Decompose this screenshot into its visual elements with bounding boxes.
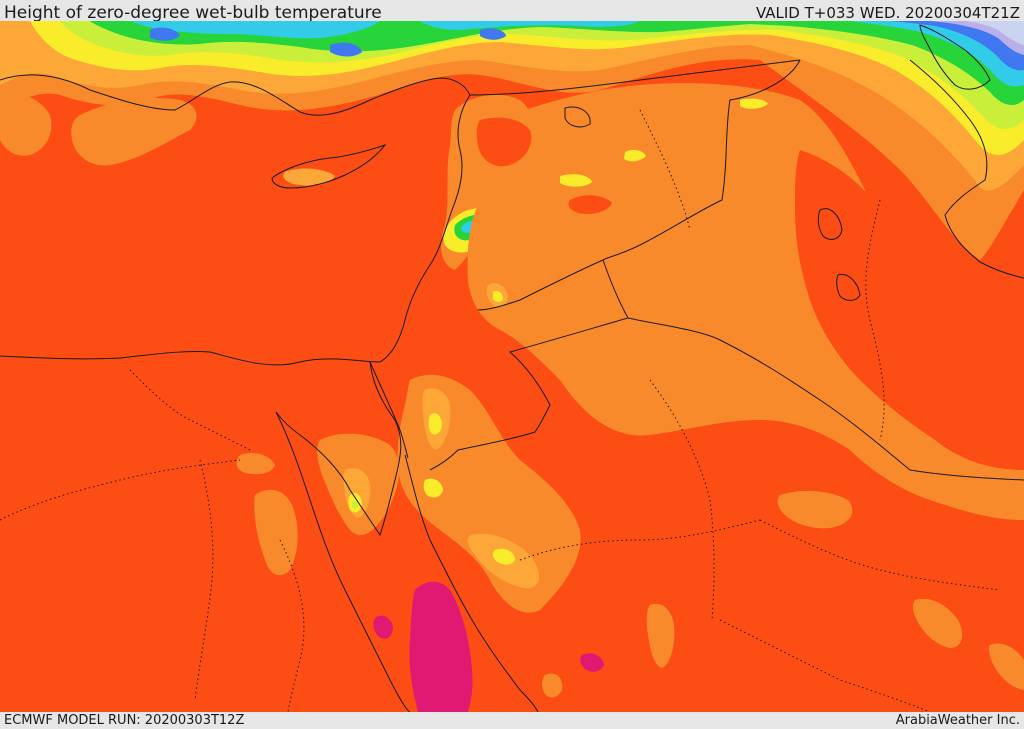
iraq-red-core: [795, 150, 1024, 470]
egypt-orange-a: [236, 453, 275, 475]
band-cyan-north-a: [130, 21, 380, 39]
dotted-j: [279, 539, 305, 712]
yellow-spot-l: [423, 478, 443, 498]
dotted-a: [0, 459, 241, 521]
arabia-orange-b: [542, 673, 563, 698]
dotted-c: [194, 459, 214, 701]
med-orange: [71, 98, 197, 166]
caspian: [919, 24, 991, 90]
lake-1: [817, 208, 843, 240]
dotted-i: [719, 619, 931, 712]
syria-iraq-orange: [467, 83, 1024, 520]
header-bar: Height of zero-degree wet-bulb temperatu…: [0, 0, 1024, 23]
arabia-orange-a: [646, 603, 675, 668]
magenta-areas: [373, 581, 604, 712]
red-sea-magenta: [409, 581, 473, 712]
gulf-of-suez: [275, 361, 411, 712]
east-orange-b: [912, 598, 963, 648]
dotted-e: [649, 379, 715, 621]
coastlines: [0, 24, 1024, 712]
yellow-spot-h: [493, 290, 503, 302]
syria-red-patch-2: [568, 195, 612, 214]
iraq-saudi-border: [627, 317, 1024, 481]
egypt-orange-b: [254, 489, 298, 576]
magenta-spot-b: [580, 653, 604, 672]
interior-orange: [0, 83, 1024, 698]
valid-time: VALID T+033 WED. 20200304T21Z: [755, 4, 1020, 22]
yellow-spot-f: [492, 548, 515, 565]
west-orange: [0, 93, 52, 156]
syria-red-patch: [476, 117, 532, 167]
cyprus: [271, 144, 387, 189]
band-cyan-north-b: [420, 21, 640, 30]
yellow-spot-b: [428, 413, 442, 435]
band-green-north: [90, 21, 1024, 106]
map-title: Height of zero-degree wet-bulb temperatu…: [4, 3, 382, 23]
east-orange-c: [988, 643, 1024, 690]
east-orange-a: [777, 490, 853, 529]
egypt-israel-border: [369, 361, 409, 459]
lake-2: [836, 273, 861, 301]
green-spot-d: [352, 500, 358, 509]
syria-iraq-border: [602, 59, 801, 261]
dotted-f: [759, 519, 1001, 591]
iran-coast: [909, 59, 1024, 279]
north-bands: [0, 21, 1024, 260]
footer-bar: ECMWF MODEL RUN: 20200303T12Z ArabiaWeat…: [0, 712, 1024, 729]
model-run-label: ECMWF MODEL RUN: 20200303T12Z: [4, 713, 245, 728]
jordan-saudi-border: [429, 259, 629, 471]
yellow-spot-j: [560, 174, 592, 187]
aqaba-coast: [404, 454, 539, 712]
magenta-spot-a: [373, 615, 393, 639]
hotspots: [283, 98, 768, 589]
dotted-d: [519, 519, 761, 561]
dotted-h: [639, 109, 691, 231]
band-pale-blue-east: [965, 21, 1024, 45]
med-coast-north: [0, 74, 471, 366]
jordan-iraq-border: [477, 259, 604, 311]
political-borders: [369, 59, 1024, 481]
yellow-spot-k: [740, 98, 768, 109]
internal-boundaries: [0, 109, 1001, 712]
credit-label: ArabiaWeather Inc.: [895, 713, 1020, 728]
yellow-spot-i: [624, 149, 646, 162]
dotted-g: [865, 199, 885, 441]
band-light-green-north: [60, 21, 1024, 130]
cyprus-orange: [283, 168, 335, 186]
weather-map: [0, 21, 1024, 712]
lake-van: [564, 106, 591, 128]
turkey-syria-border: [469, 59, 801, 96]
